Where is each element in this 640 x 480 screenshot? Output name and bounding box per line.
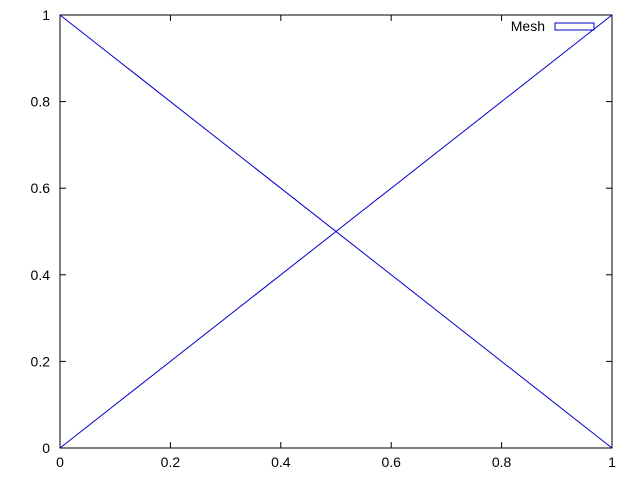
y-tick-label: 0	[42, 440, 50, 456]
series-line-mesh	[59, 14, 613, 449]
x-tick-label: 0.4	[271, 454, 291, 470]
y-tick-label: 0.2	[31, 353, 51, 369]
series-layer	[59, 14, 613, 449]
legend-swatch	[554, 22, 595, 31]
y-tick-label: 0.4	[31, 267, 51, 283]
y-tick-label: 1	[42, 7, 50, 23]
x-tick-label: 0.2	[161, 454, 181, 470]
x-axis-ticks: 0 0.2 0.4 0.6 0.8 1	[56, 15, 616, 470]
legend-label: Mesh	[511, 18, 545, 34]
x-tick-label: 0.8	[492, 454, 512, 470]
x-tick-label: 0.6	[381, 454, 401, 470]
plot-frame	[59, 14, 613, 449]
y-tick-label: 0.8	[31, 94, 51, 110]
y-axis-ticks: 0 0.2 0.4 0.6 0.8 1	[31, 7, 612, 456]
x-tick-label: 1	[608, 454, 616, 470]
y-tick-label: 0.6	[31, 180, 51, 196]
legend: Mesh	[511, 18, 595, 34]
x-tick-label: 0	[56, 454, 64, 470]
